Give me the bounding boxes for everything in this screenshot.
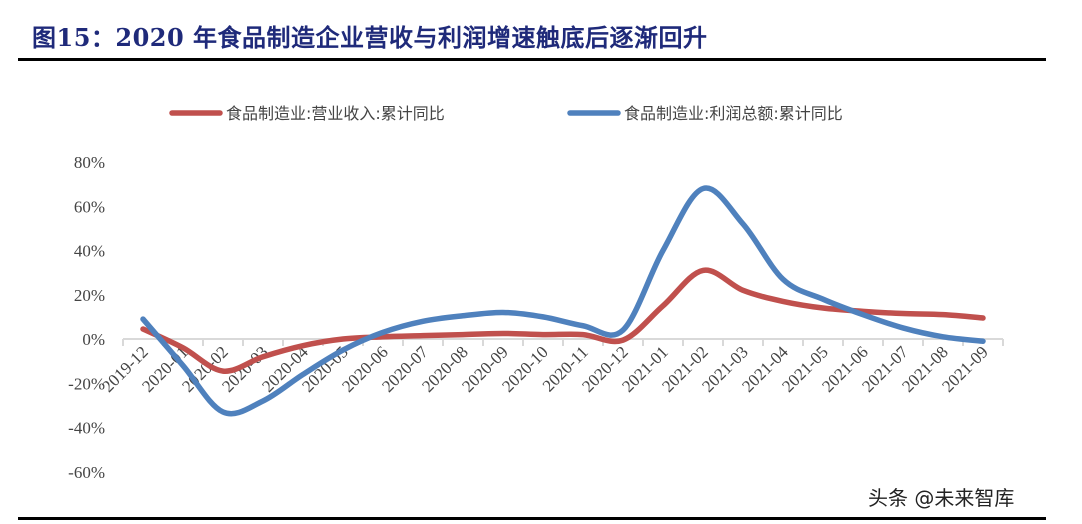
y-tick-label: -60% [68, 463, 105, 482]
y-axis: 80% 60% 40% 20% 0% -20% -40% -60% [68, 153, 105, 482]
y-tick-label: 20% [74, 286, 105, 305]
plot-lines [140, 185, 986, 417]
bottom-divider [18, 517, 1046, 520]
legend-label: 食品制造业:营业收入:累计同比 [226, 104, 445, 123]
legend-label: 食品制造业:利润总额:累计同比 [624, 104, 843, 123]
y-tick-label: -40% [68, 419, 105, 438]
figure-title: 图15：2020 年食品制造企业营收与利润增速触底后逐渐回升 [32, 23, 708, 52]
y-tick-label: 80% [74, 153, 105, 172]
y-tick-label: 60% [74, 197, 105, 216]
watermark: 头条 @未来智库 [868, 486, 1015, 510]
legend: 食品制造业:营业收入:累计同比 食品制造业:利润总额:累计同比 [169, 104, 843, 123]
title-divider [18, 58, 1046, 61]
y-tick-label: -20% [68, 374, 105, 393]
y-tick-label: 0% [82, 330, 105, 349]
profit-growth-line [140, 185, 986, 417]
y-tick-label: 40% [74, 242, 105, 261]
